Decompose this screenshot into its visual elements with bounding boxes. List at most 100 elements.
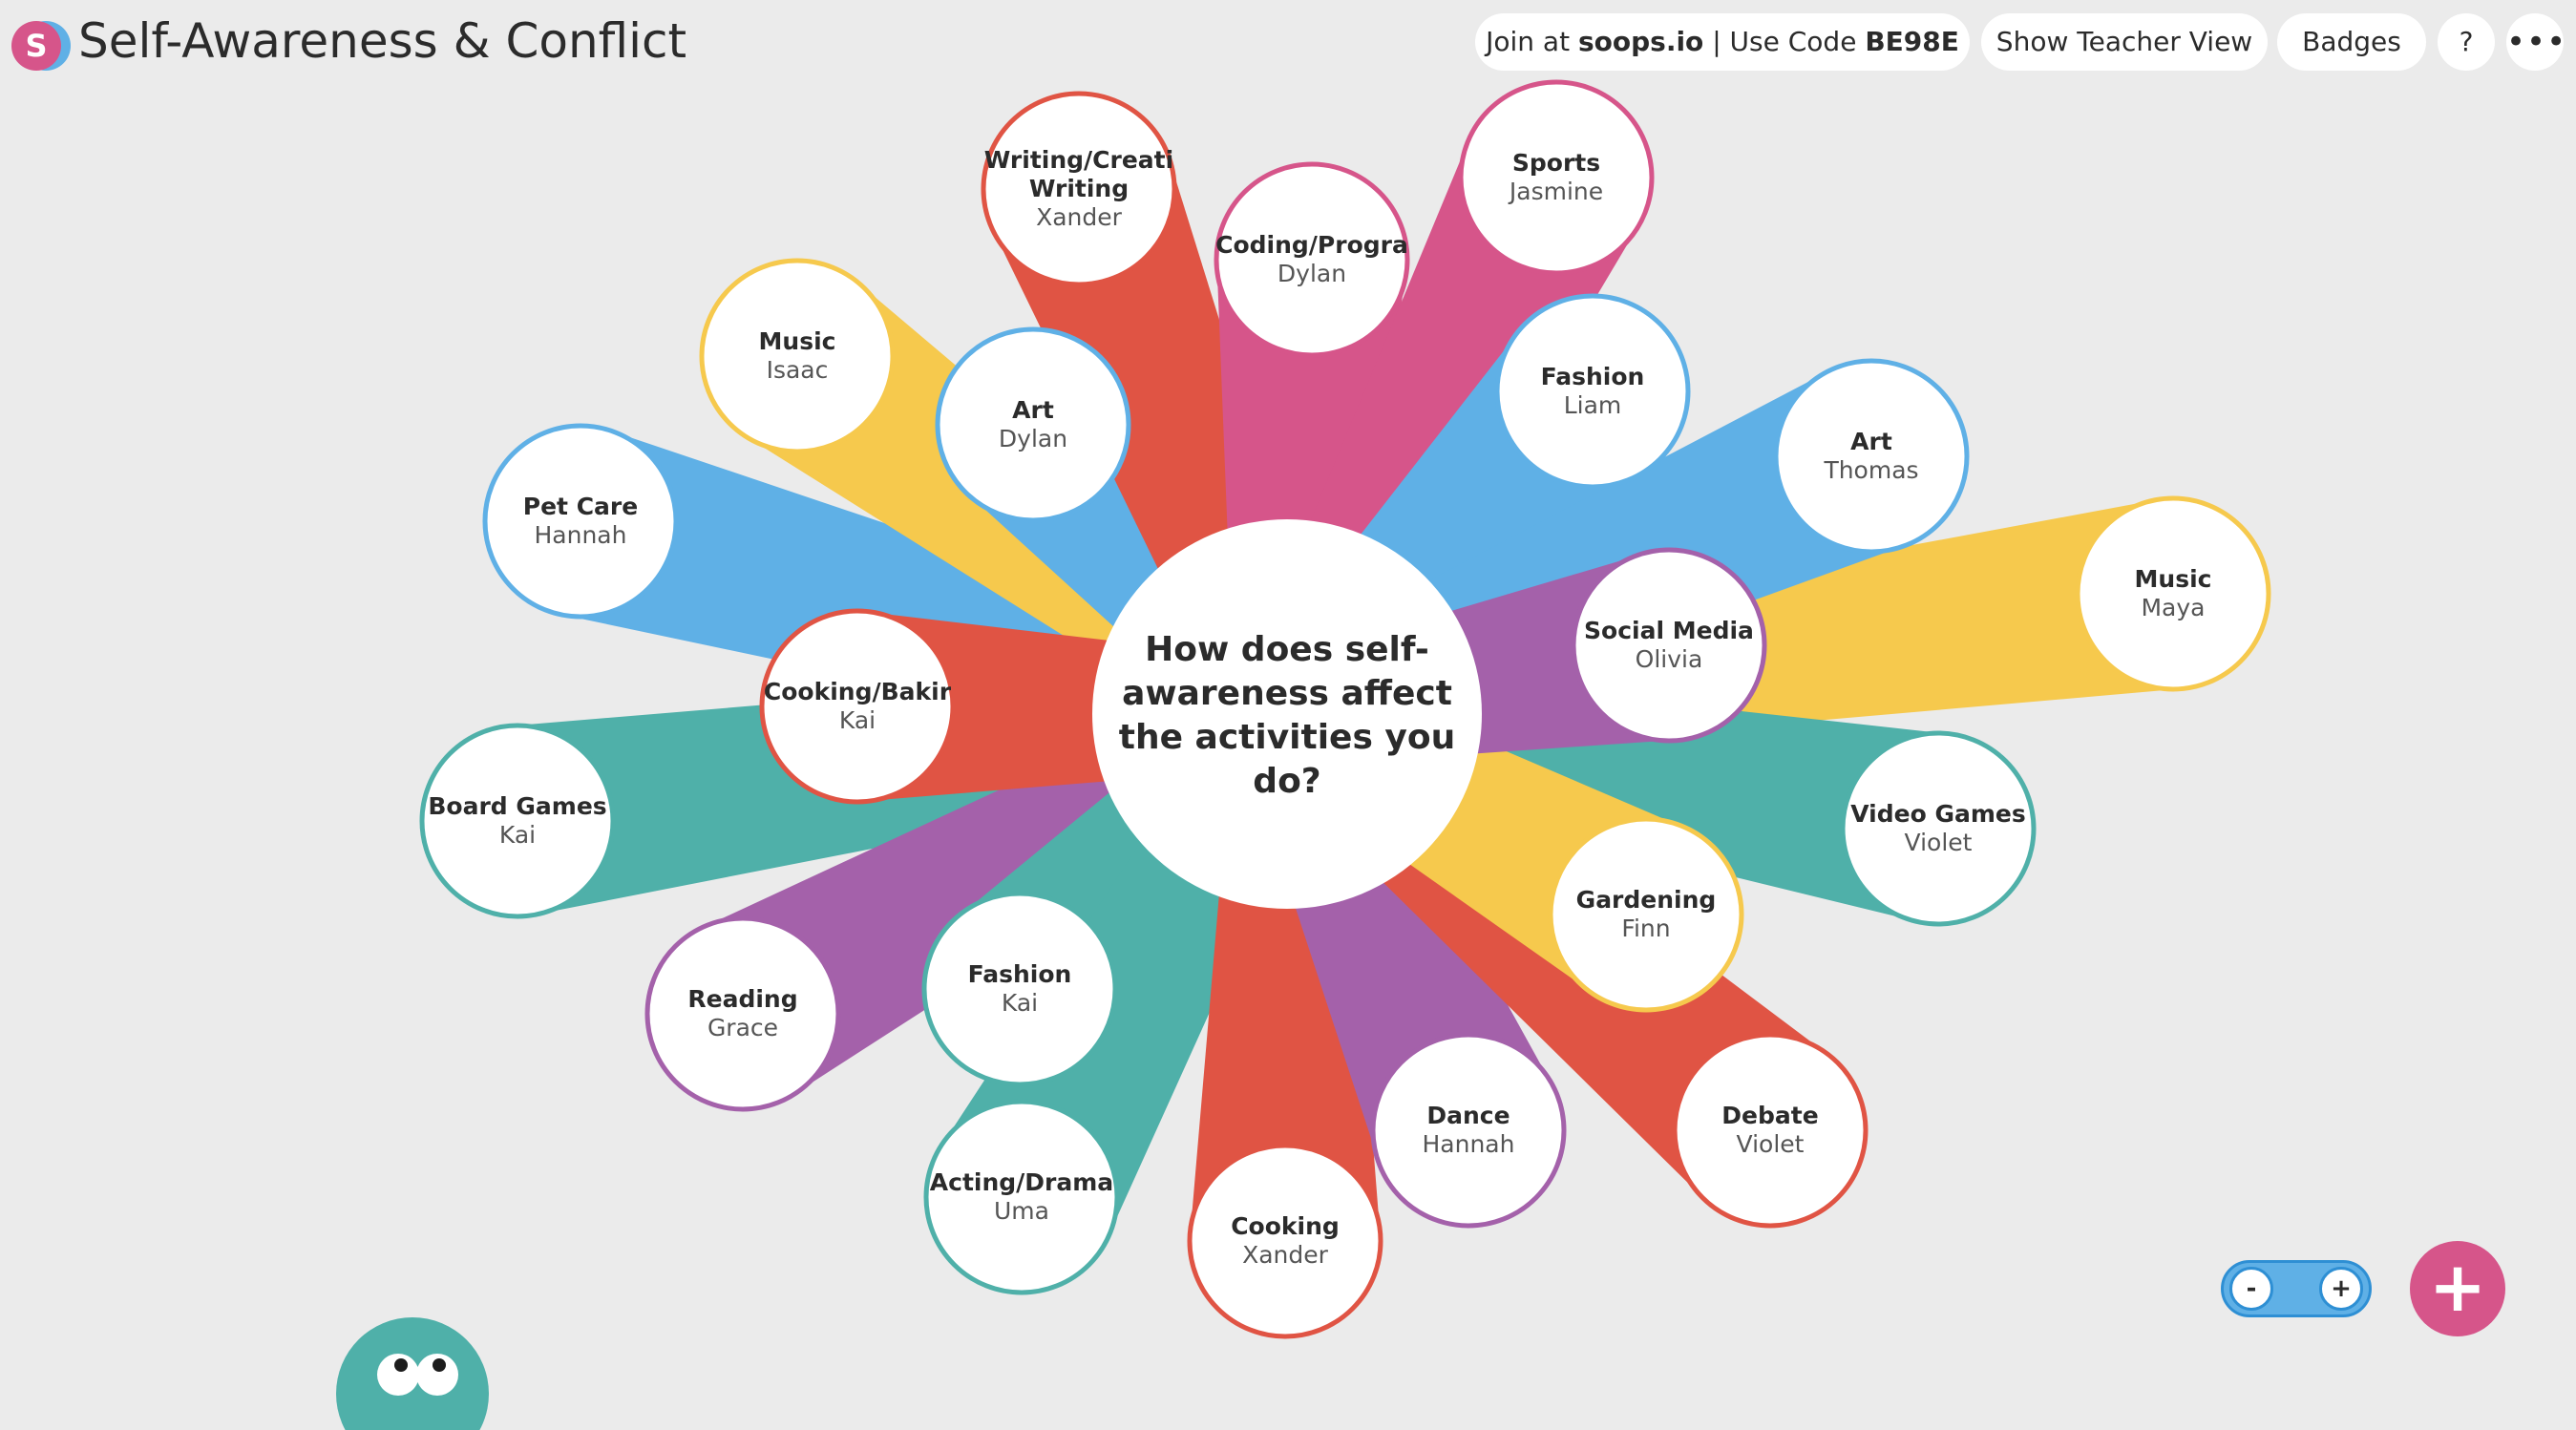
bubble-student-name: Violet bbox=[1905, 829, 1973, 856]
bubble-topic-line-2: Writing bbox=[1029, 175, 1129, 202]
bubble-topic: Reading bbox=[687, 985, 797, 1013]
bubble-student-name: Uma bbox=[994, 1197, 1049, 1225]
bubbles-layer: Writing/CreatiWritingXanderCoding/Progra… bbox=[419, 79, 2271, 1339]
bubble-student-name: Dylan bbox=[1277, 260, 1346, 287]
bubble-topic: Coding/Progra bbox=[1215, 231, 1408, 259]
join-site: soops.io bbox=[1577, 26, 1704, 57]
bubble-topic: Debate bbox=[1721, 1102, 1818, 1129]
bubble-circle bbox=[1571, 547, 1767, 744]
join-info-pill[interactable]: Join at soops.io | Use Code BE98E bbox=[1475, 13, 1970, 71]
bubble-student-name: Finn bbox=[1621, 915, 1670, 942]
show-teacher-view-button[interactable]: Show Teacher View bbox=[1981, 13, 2268, 71]
bubble-student-name: Thomas bbox=[1823, 456, 1918, 484]
question-line-1: How does self- bbox=[1145, 630, 1429, 669]
bubble-circle bbox=[1672, 1032, 1869, 1229]
bubble-circle bbox=[1370, 1032, 1567, 1229]
bubble-circle bbox=[921, 891, 1118, 1087]
bubble-topic: Social Media bbox=[1584, 617, 1754, 644]
bubble-topic: Cooking bbox=[1231, 1212, 1340, 1240]
bubble-student-name: Isaac bbox=[767, 356, 829, 384]
bubble-topic: Fashion bbox=[1541, 363, 1645, 390]
bubble-topic: Video Games bbox=[1850, 800, 2025, 828]
bubble-topic: Music bbox=[759, 327, 836, 355]
bubble-circle bbox=[1548, 816, 1744, 1013]
mascot-icon bbox=[336, 1317, 489, 1430]
bubble-circle bbox=[1458, 79, 1655, 276]
question-line-4: do? bbox=[1253, 762, 1320, 801]
bubble-student-name: Violet bbox=[1737, 1130, 1805, 1158]
bubble-topic: Writing/Creati bbox=[984, 146, 1173, 174]
bubble-topic: Gardening bbox=[1576, 886, 1717, 914]
question-line-3: the activities you bbox=[1119, 718, 1456, 757]
bubble-circle bbox=[482, 423, 679, 620]
badges-button[interactable]: Badges bbox=[2277, 13, 2426, 71]
add-response-button[interactable]: + bbox=[2410, 1241, 2505, 1336]
bubble-circle bbox=[1214, 161, 1410, 358]
center-question-bubble[interactable]: How does self- awareness affect the acti… bbox=[1092, 519, 1482, 909]
zoom-out-button[interactable]: - bbox=[2229, 1267, 2273, 1311]
app-logo: S bbox=[11, 21, 71, 71]
bubble-circle bbox=[644, 915, 841, 1112]
bubble-topic: Fashion bbox=[968, 960, 1072, 988]
bubble-circle bbox=[419, 723, 616, 919]
bubble-student-name: Hannah bbox=[1423, 1130, 1515, 1158]
bubble-circle bbox=[923, 1099, 1120, 1295]
bubble-topic: Board Games bbox=[428, 792, 606, 820]
bubble-circle bbox=[759, 608, 956, 805]
bubble-circle bbox=[2075, 495, 2271, 692]
bubble-topic: Cooking/Bakir bbox=[764, 678, 952, 705]
bubble-topic: Sports bbox=[1512, 149, 1600, 177]
bubble-student-name: Hannah bbox=[535, 521, 627, 549]
join-prefix: Join at bbox=[1486, 26, 1578, 57]
bubble-topic: Music bbox=[2135, 565, 2212, 593]
logo-letter: S bbox=[25, 28, 47, 64]
bubble-topic: Pet Care bbox=[523, 493, 638, 520]
bubble-student-name: Xander bbox=[1036, 203, 1123, 231]
bubble-student-name: Olivia bbox=[1636, 645, 1703, 673]
zoom-in-button[interactable]: + bbox=[2319, 1267, 2363, 1311]
join-code: BE98E bbox=[1865, 26, 1959, 57]
bubble-circle bbox=[699, 258, 896, 454]
bubble-circle bbox=[1773, 358, 1970, 555]
bubble-circle bbox=[981, 91, 1177, 287]
zoom-control[interactable]: - + bbox=[2221, 1260, 2372, 1317]
bubble-student-name: Liam bbox=[1564, 391, 1622, 419]
more-options-button[interactable]: ••• bbox=[2506, 13, 2565, 71]
bubble-topic: Art bbox=[1850, 428, 1892, 455]
bubble-student-name: Kai bbox=[1002, 989, 1038, 1017]
help-button[interactable]: ? bbox=[2438, 13, 2495, 71]
bubble-circle bbox=[1494, 293, 1691, 490]
bubble-topic: Art bbox=[1012, 396, 1054, 424]
join-mid: | Use Code bbox=[1703, 26, 1866, 57]
bubble-circle bbox=[1187, 1143, 1383, 1339]
page-title: Self-Awareness & Conflict bbox=[78, 13, 687, 69]
bubble-student-name: Jasmine bbox=[1508, 178, 1603, 205]
bubble-topic: Dance bbox=[1426, 1102, 1510, 1129]
bubble-student-name: Grace bbox=[707, 1014, 778, 1041]
bubble-circle bbox=[935, 326, 1131, 523]
bubble-circle bbox=[1840, 730, 2037, 927]
bubble-student-name: Maya bbox=[2141, 594, 2205, 621]
bubble-student-name: Kai bbox=[499, 821, 536, 849]
